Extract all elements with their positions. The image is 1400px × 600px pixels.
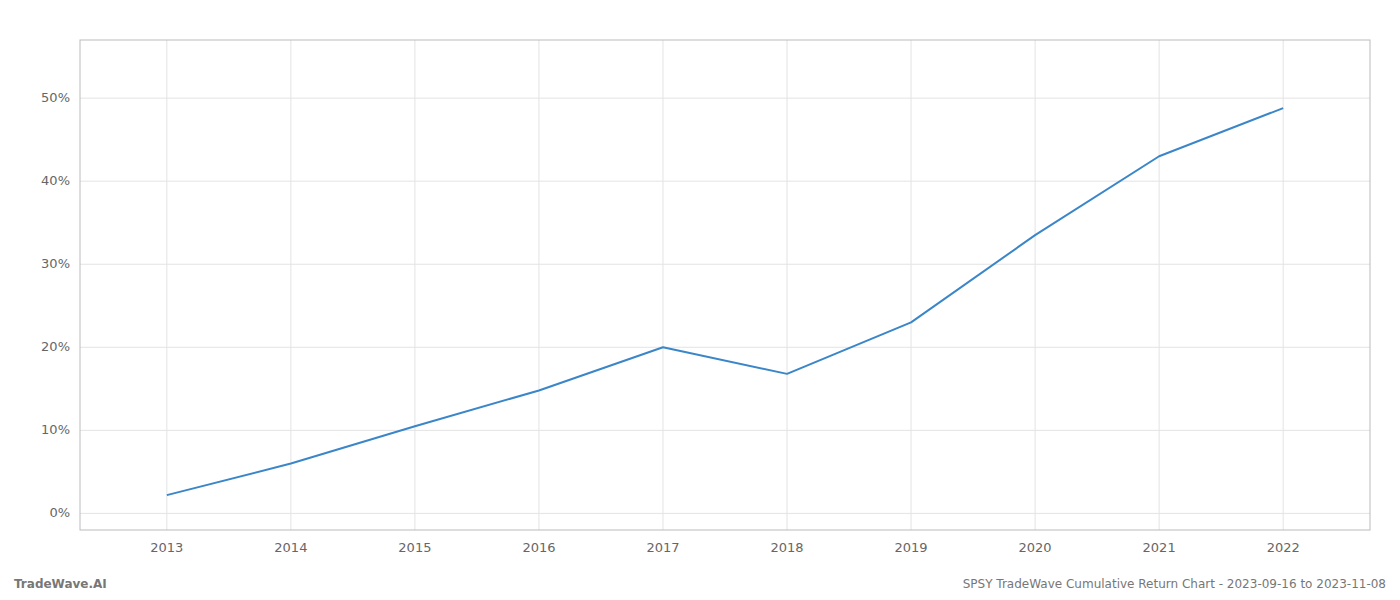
x-grid-line [414, 40, 415, 530]
y-tick-label: 10% [41, 422, 70, 437]
x-grid-line [1283, 40, 1284, 530]
x-tick-label: 2018 [770, 540, 803, 555]
x-tick-label: 2014 [274, 540, 307, 555]
chart-container: 0% 10% 20% 30% 40% 50% 2013 2014 2015 2016 2017 201… [0, 0, 1400, 600]
x-grid-line [290, 40, 291, 530]
x-tick-label: 2022 [1267, 540, 1300, 555]
footer-left: TradeWave.AI [14, 577, 107, 591]
grid [80, 40, 1370, 530]
y-grid-line [80, 181, 1370, 182]
x-tick-label: 2019 [895, 540, 928, 555]
series-line [167, 108, 1283, 495]
y-tick-label: 50% [41, 90, 70, 105]
x-tick-label: 2015 [398, 540, 431, 555]
x-grid-line [662, 40, 663, 530]
y-grid-line [80, 347, 1370, 348]
x-tick-label: 2013 [150, 540, 183, 555]
y-tick-label: 0% [49, 505, 70, 520]
y-tick-label: 20% [41, 339, 70, 354]
annotations: TradeWave.AI SPSY TradeWave Cumulative Re… [14, 577, 1386, 591]
plot-frame [80, 40, 1370, 530]
axes: 0% 10% 20% 30% 40% 50% 2013 2014 2015 2016 2017 201… [41, 40, 1370, 555]
x-tick-label: 2020 [1019, 540, 1052, 555]
series-group [167, 108, 1283, 495]
y-grid-line [80, 98, 1370, 99]
x-grid-line [538, 40, 539, 530]
x-tick-label: 2016 [522, 540, 555, 555]
x-tick-label: 2021 [1143, 540, 1176, 555]
x-grid-line [911, 40, 912, 530]
y-grid-line [80, 513, 1370, 514]
y-tick-label: 40% [41, 173, 70, 188]
footer-right: SPSY TradeWave Cumulative Return Chart -… [963, 577, 1386, 591]
x-tick-label: 2017 [646, 540, 679, 555]
x-grid-line [1159, 40, 1160, 530]
x-grid-line [166, 40, 167, 530]
y-grid-line [80, 264, 1370, 265]
chart-svg: 0% 10% 20% 30% 40% 50% 2013 2014 2015 2016 2017 201… [0, 0, 1400, 600]
y-tick-label: 30% [41, 256, 70, 271]
x-grid-line [787, 40, 788, 530]
y-grid-line [80, 430, 1370, 431]
x-grid-line [1035, 40, 1036, 530]
